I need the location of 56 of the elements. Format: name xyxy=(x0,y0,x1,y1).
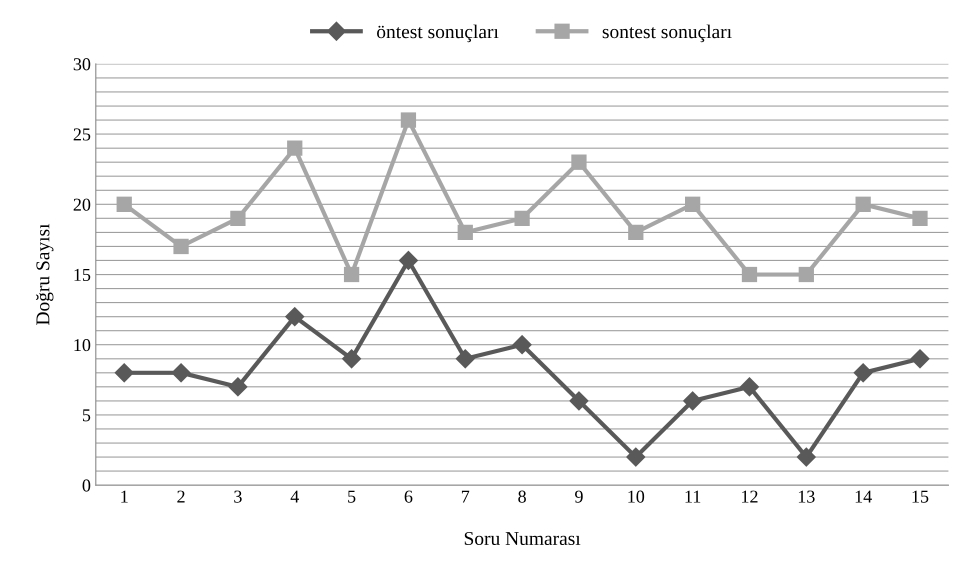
x-tick-label: 2 xyxy=(177,490,185,503)
y-tick-label: 25 xyxy=(74,128,90,141)
point xyxy=(854,363,873,382)
point xyxy=(456,349,475,368)
y-tick-label: 20 xyxy=(74,198,90,211)
point xyxy=(173,238,189,254)
y-tick-label: 30 xyxy=(74,58,90,70)
x-tick-label: 4 xyxy=(290,490,299,503)
point xyxy=(798,266,814,282)
x-tick-label: 9 xyxy=(575,490,583,503)
x-tick-label: 14 xyxy=(856,490,872,503)
x-tick-label: 7 xyxy=(462,490,470,503)
point xyxy=(912,210,928,226)
y-tick-label: 15 xyxy=(74,268,90,281)
point xyxy=(910,349,930,368)
point xyxy=(458,224,473,240)
x-tick-label: 13 xyxy=(798,490,815,503)
y-tick-label: 10 xyxy=(74,338,90,352)
x-tick-label: 1 xyxy=(121,490,128,503)
legend-label: öntest sonuçları xyxy=(377,24,499,42)
point xyxy=(684,196,700,212)
point xyxy=(628,224,644,240)
y-tick-label: 0 xyxy=(82,479,90,492)
point xyxy=(342,349,362,368)
point xyxy=(740,377,760,396)
point xyxy=(512,335,532,354)
point xyxy=(230,210,246,226)
point xyxy=(569,391,588,410)
legend-label: sontest sonuçları xyxy=(602,24,732,42)
point xyxy=(116,196,132,212)
point xyxy=(571,154,587,170)
x-tick-label: 3 xyxy=(234,490,242,503)
point xyxy=(172,363,191,382)
point xyxy=(344,266,360,282)
point xyxy=(742,266,758,282)
point xyxy=(796,448,816,467)
y-tick-label: 5 xyxy=(82,409,90,422)
point xyxy=(626,448,646,467)
point xyxy=(398,250,418,270)
point xyxy=(856,196,871,212)
point xyxy=(228,377,248,396)
x-axis-title: Soru Numarası xyxy=(464,532,580,546)
x-tick-label: 8 xyxy=(518,490,526,503)
y-axis-title: Doğru Sayısı xyxy=(36,224,54,326)
x-tick-label: 12 xyxy=(742,490,758,503)
point xyxy=(400,112,416,128)
point xyxy=(514,210,530,226)
x-tick-label: 15 xyxy=(912,490,928,503)
point xyxy=(114,363,134,382)
x-tick-label: 5 xyxy=(348,490,356,503)
x-tick-label: 10 xyxy=(628,490,644,503)
point xyxy=(683,391,702,410)
x-tick-label: 11 xyxy=(686,490,700,503)
point xyxy=(287,140,302,156)
x-tick-label: 6 xyxy=(404,490,412,503)
point xyxy=(285,307,304,326)
